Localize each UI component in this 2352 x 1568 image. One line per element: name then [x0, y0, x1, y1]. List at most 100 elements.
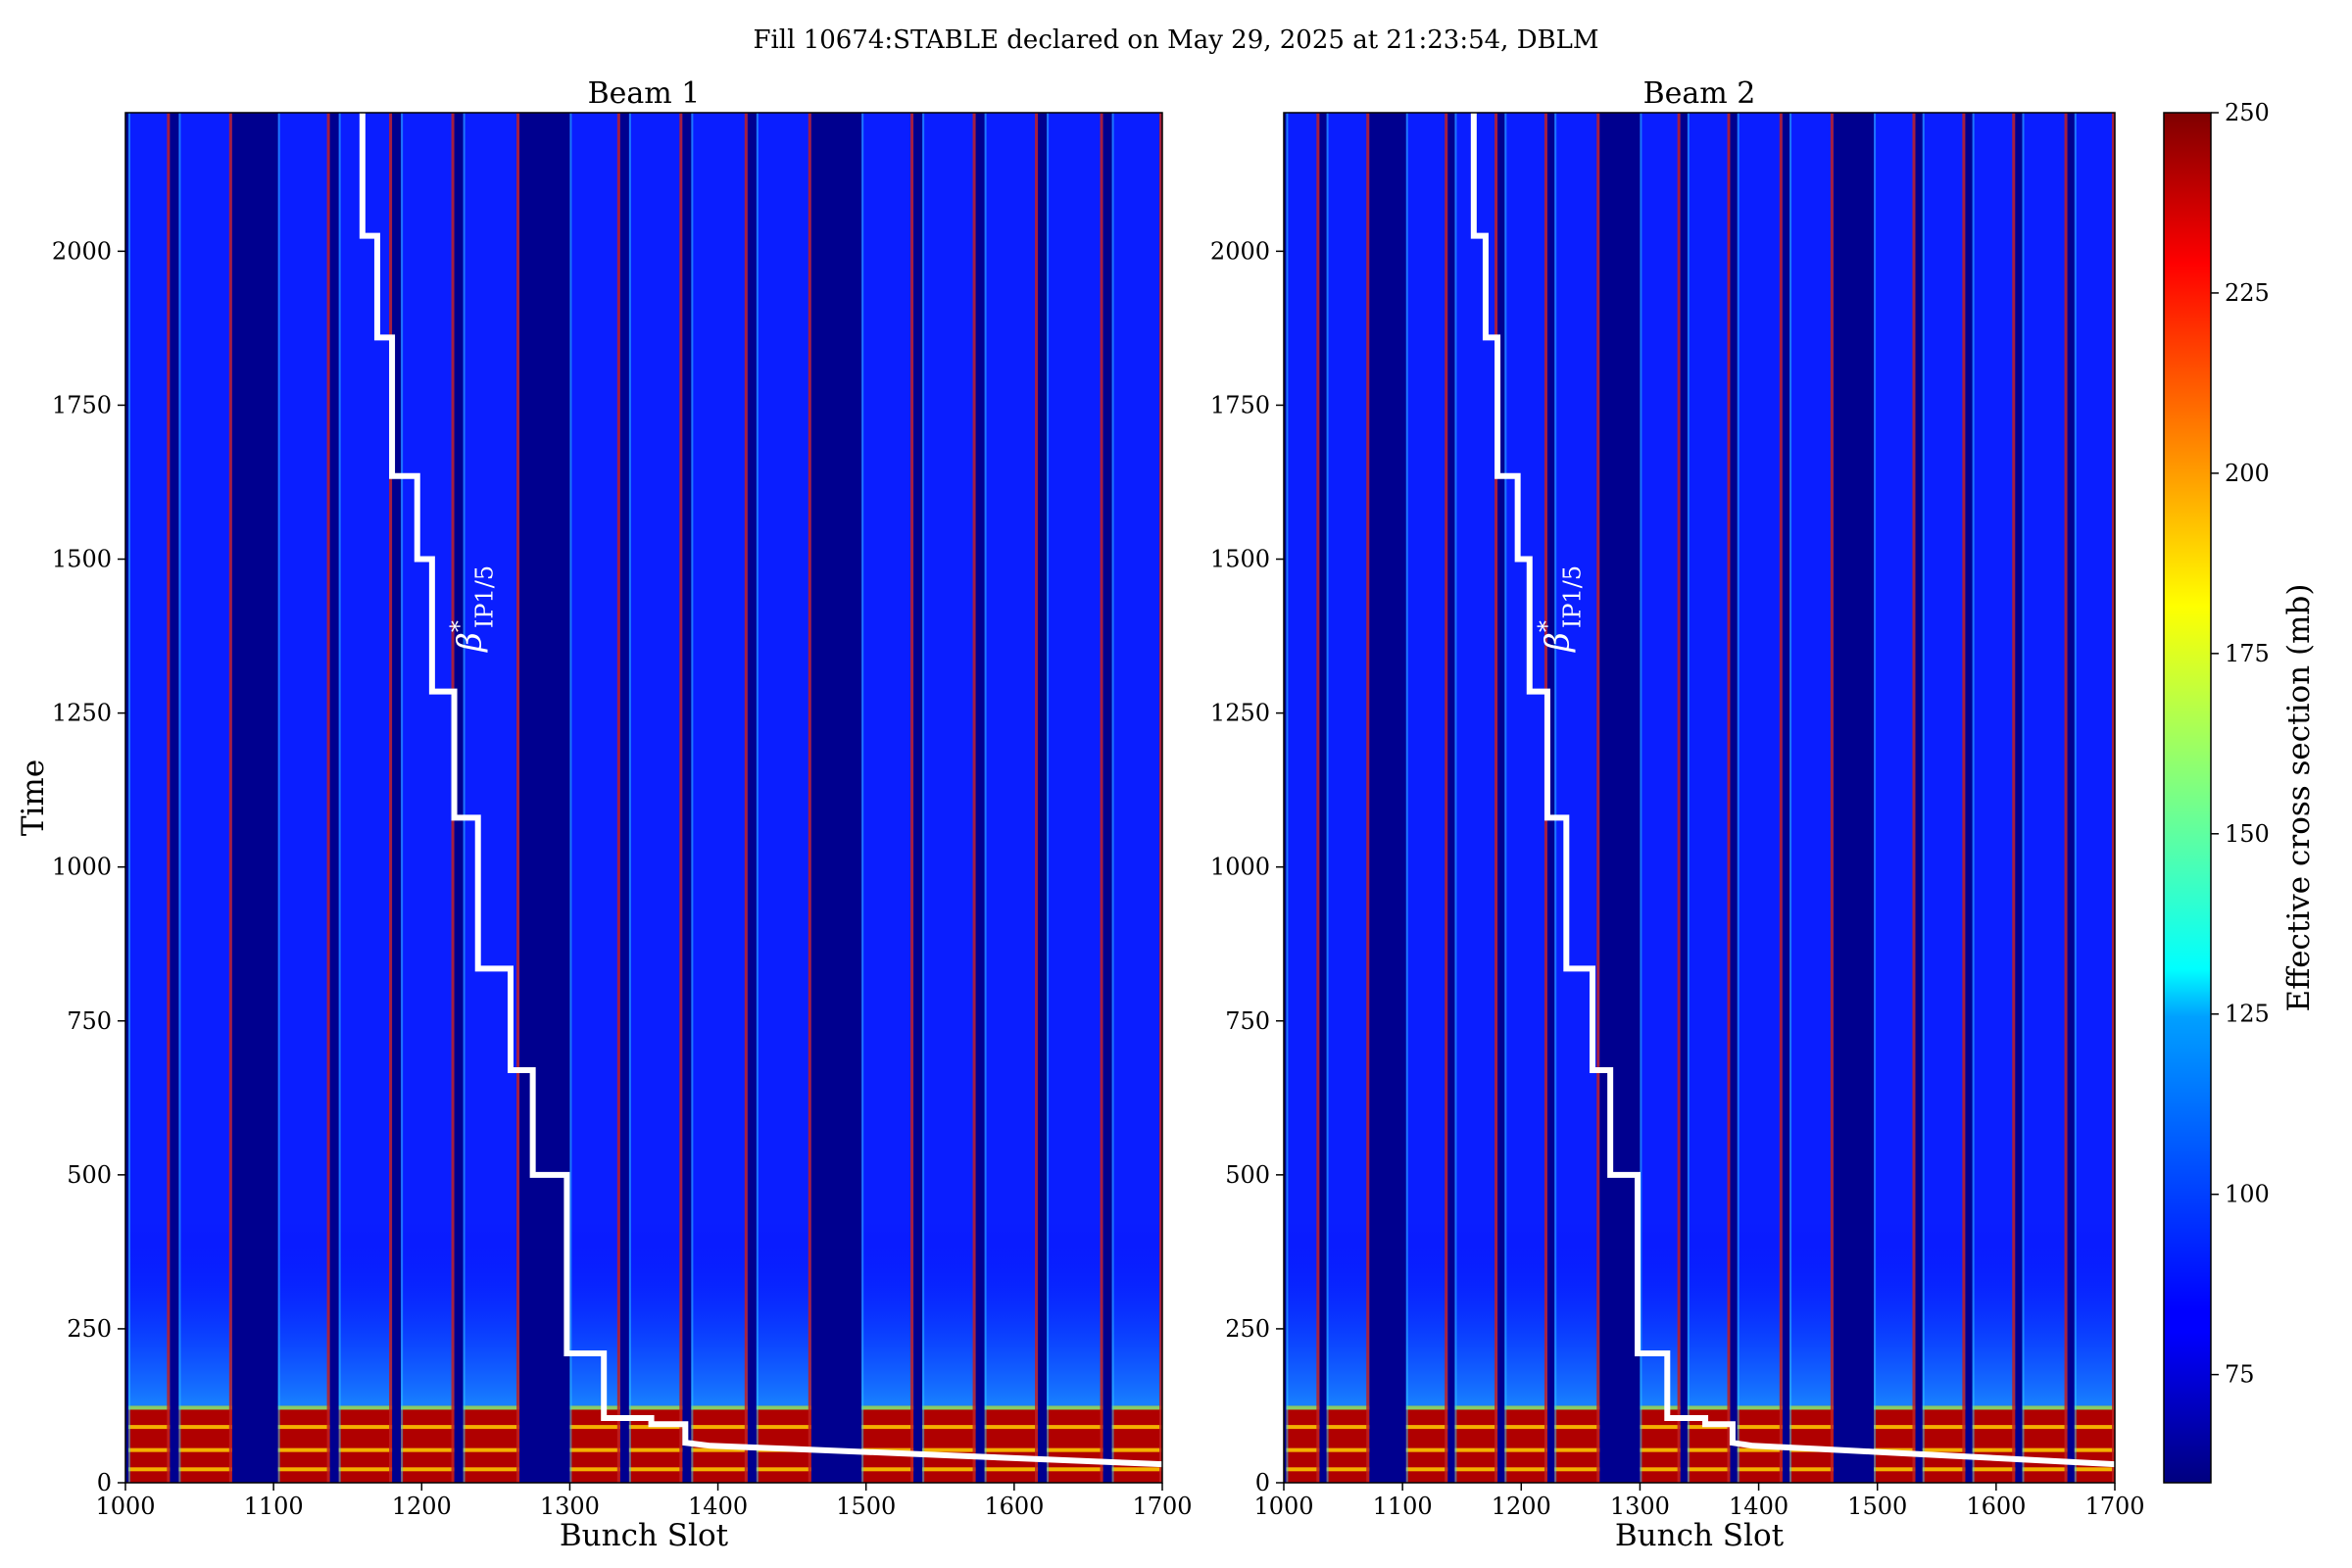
band-stripe: [1326, 1447, 1370, 1452]
train-edge-line: [910, 113, 914, 1483]
colorbar-frame: [2163, 112, 2212, 1484]
train-edge-line: [1504, 113, 1507, 1483]
band-stripe: [1047, 1447, 1103, 1452]
bunch-train-gradient: [1554, 1098, 1600, 1406]
band-stripe: [1111, 1467, 1162, 1472]
band-stripe: [691, 1447, 748, 1452]
colorbar-tick-label: 150: [2225, 820, 2270, 848]
train-edge-line: [1100, 113, 1103, 1483]
train-edge-line: [1366, 113, 1370, 1483]
x-tick-label: 1600: [984, 1493, 1044, 1520]
y-axis-label: Time: [16, 760, 51, 836]
colorbar-tick-label: 100: [2225, 1181, 2270, 1208]
train-edge-line: [1596, 113, 1600, 1483]
band-stripe: [1286, 1447, 1320, 1452]
train-edge-line: [756, 113, 759, 1483]
band-stripe: [178, 1467, 232, 1472]
train-edge-line: [167, 113, 171, 1483]
band-edge: [1789, 1405, 1834, 1410]
band-stripe: [1286, 1467, 1320, 1472]
band-edge: [1405, 1405, 1448, 1410]
x-tick-label: 1200: [1492, 1493, 1551, 1520]
y-tick-label: 1500: [1210, 546, 1270, 573]
bunch-train-gradient: [691, 1098, 748, 1406]
band-edge: [1737, 1405, 1783, 1410]
colorbar-tick-label: 175: [2225, 640, 2270, 667]
band-stripe: [401, 1447, 455, 1452]
bunch-train-gradient: [1687, 1098, 1731, 1406]
band-edge: [1111, 1405, 1162, 1410]
band-stripe: [277, 1447, 330, 1452]
band-edge: [178, 1405, 232, 1410]
train-edge-line: [1912, 113, 1916, 1483]
x-tick-label: 1000: [1253, 1493, 1313, 1520]
train-edge-line: [1047, 113, 1050, 1483]
beta-subscript: IP1/5: [471, 565, 499, 628]
train-edge-line: [691, 113, 694, 1483]
band-edge: [463, 1405, 520, 1410]
bunch-train-gradient: [861, 1098, 914, 1406]
band-stripe: [1554, 1467, 1600, 1472]
band-stripe: [1640, 1447, 1681, 1452]
band-stripe: [1972, 1425, 2016, 1430]
band-edge: [2074, 1405, 2115, 1410]
bunch-train-gradient: [463, 1098, 520, 1406]
band-stripe: [569, 1425, 620, 1430]
band-stripe: [277, 1425, 330, 1430]
train-edge-line: [1727, 113, 1731, 1483]
x-tick-label: 1100: [244, 1493, 304, 1520]
train-edge-line: [972, 113, 976, 1483]
y-tick-label: 750: [1225, 1007, 1270, 1035]
band-stripe: [1687, 1447, 1731, 1452]
y-tick-label: 1250: [1210, 700, 1270, 727]
band-stripe: [984, 1447, 1039, 1452]
band-stripe: [1286, 1425, 1320, 1430]
band-stripe: [1047, 1467, 1103, 1472]
x-tick-label: 1600: [1966, 1493, 2026, 1520]
train-edge-line: [2074, 113, 2077, 1483]
bunch-train-gradient: [756, 1098, 811, 1406]
band-stripe: [1737, 1425, 1783, 1430]
band-stripe: [1454, 1467, 1498, 1472]
band-stripe: [2074, 1467, 2115, 1472]
train-edge-line: [2064, 113, 2068, 1483]
band-edge: [922, 1405, 976, 1410]
band-stripe: [463, 1467, 520, 1472]
band-stripe: [1047, 1425, 1103, 1430]
band-stripe: [569, 1447, 620, 1452]
band-stripe: [1454, 1425, 1498, 1430]
bunch-train-gradient: [922, 1098, 976, 1406]
band-stripe: [1554, 1447, 1600, 1452]
train-edge-line: [1677, 113, 1681, 1483]
band-stripe: [2022, 1425, 2068, 1430]
train-edge-line: [679, 113, 683, 1483]
band-stripe: [1405, 1467, 1448, 1472]
band-stripe: [277, 1467, 330, 1472]
train-edge-line: [1789, 113, 1792, 1483]
y-tick-label: 2000: [52, 237, 112, 265]
beta-star-label: β*IP1/5: [1534, 565, 1587, 654]
colorbar-tick-label: 225: [2225, 279, 2270, 307]
bunch-train-gradient: [1874, 1098, 1916, 1406]
y-tick-label: 1000: [52, 854, 112, 881]
band-stripe: [1640, 1425, 1681, 1430]
train-edge-line: [2112, 113, 2115, 1483]
band-edge: [128, 1405, 171, 1410]
band-edge: [1047, 1405, 1103, 1410]
colorbar-label: Effective cross section (mb): [2281, 584, 2317, 1012]
beta-superscript: *: [1534, 620, 1561, 632]
train-edge-line: [516, 113, 520, 1483]
band-stripe: [463, 1447, 520, 1452]
band-stripe: [2074, 1447, 2115, 1452]
band-stripe: [756, 1425, 811, 1430]
band-stripe: [1326, 1425, 1370, 1430]
colorbar-tick-label: 250: [2225, 99, 2270, 126]
band-stripe: [922, 1447, 976, 1452]
train-edge-line: [1326, 113, 1329, 1483]
band-stripe: [1789, 1467, 1834, 1472]
y-tick-label: 500: [1225, 1161, 1270, 1189]
band-edge: [1454, 1405, 1498, 1410]
train-edge-line: [1922, 113, 1925, 1483]
band-edge: [277, 1405, 330, 1410]
